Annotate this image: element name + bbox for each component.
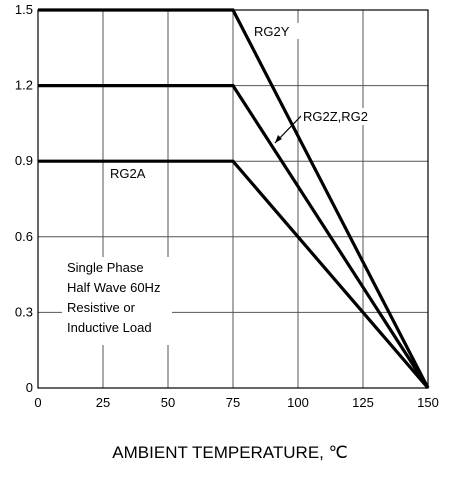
series-label-rg2y: RG2Y <box>254 24 290 39</box>
x-tick-label: 0 <box>34 395 41 410</box>
annotation-line-4: Inductive Load <box>67 320 152 335</box>
y-tick-label: 1.2 <box>15 78 33 93</box>
annotation-line-1: Single Phase <box>67 260 144 275</box>
label-bg-rg2z <box>301 108 393 125</box>
x-tick-label: 100 <box>287 395 309 410</box>
x-tick-label: 150 <box>417 395 439 410</box>
x-tick-label: 75 <box>226 395 240 410</box>
x-tick-label: 25 <box>96 395 110 410</box>
y-tick-label: 0.9 <box>15 153 33 168</box>
leader-arrow-rg2z <box>275 135 282 143</box>
series-line-rg2z-rg2 <box>38 83 430 389</box>
plot-frame <box>37 9 429 389</box>
y-tick-label: 0.3 <box>15 304 33 319</box>
annotation-line-2: Half Wave 60Hz <box>67 280 160 295</box>
series-label-rg2z-rg2: RG2Z,RG2 <box>303 109 368 124</box>
annotation-bg <box>62 257 172 345</box>
x-axis-label: AMBIENT TEMPERATURE, ℃ <box>112 443 347 462</box>
annotation-line-3: Resistive or <box>67 300 136 315</box>
label-bg-rg2a <box>106 165 158 181</box>
x-tick-label: 50 <box>161 395 175 410</box>
y-tick-label: 1.5 <box>15 2 33 17</box>
label-bg-rg2y <box>250 23 302 39</box>
x-tick-label: 125 <box>352 395 374 410</box>
series-label-rg2a: RG2A <box>110 166 146 181</box>
y-tick-label: 0 <box>26 380 33 395</box>
y-tick-label: 0.6 <box>15 229 33 244</box>
x-tick-labels: 0 25 50 75 100 125 150 <box>34 395 438 410</box>
y-tick-labels: 0 0.3 0.6 0.9 1.2 1.5 <box>15 2 33 395</box>
series-line-rg2a <box>38 159 430 390</box>
